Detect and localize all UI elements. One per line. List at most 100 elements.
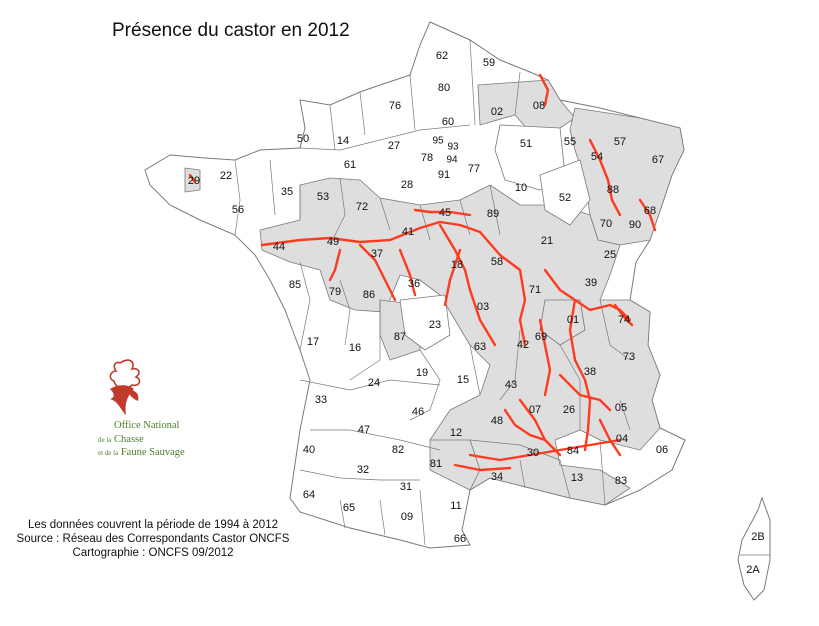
- dep-label: 65: [343, 502, 355, 514]
- dep-label: 68: [644, 205, 656, 217]
- dep-label: 10: [515, 182, 527, 194]
- dep-label: 71: [529, 284, 541, 296]
- dep-label: 26: [563, 404, 575, 416]
- dep-label: 17: [307, 336, 319, 348]
- dep-label: 33: [315, 394, 327, 406]
- dep-label: 47: [358, 424, 370, 436]
- dep-label: 79: [329, 286, 341, 298]
- dep-label: 86: [363, 289, 375, 301]
- dep-label: 08: [533, 100, 545, 112]
- dep-label: 76: [389, 100, 401, 112]
- dep-label: 21: [541, 235, 553, 247]
- dep-label: 46: [412, 406, 424, 418]
- dep-label: 39: [585, 277, 597, 289]
- dep-label: 15: [457, 374, 469, 386]
- dep-label: 67: [652, 154, 664, 166]
- dep-label: 73: [623, 351, 635, 363]
- map-title: Présence du castor en 2012: [112, 20, 350, 41]
- dep-label: 34: [491, 471, 503, 483]
- dep-label: 57: [614, 136, 626, 148]
- dep-label: 50: [297, 133, 309, 145]
- dep-label: 45: [439, 207, 451, 219]
- dep-label: 63: [474, 341, 486, 353]
- absence-regions: [399, 124, 591, 351]
- dep-label: 87: [394, 331, 406, 343]
- dep-label: 19: [416, 367, 428, 379]
- logo-line-3: et de la Faune Sauvage: [98, 447, 185, 458]
- dep-label: 74: [618, 314, 630, 326]
- corsica-outline: [737, 496, 771, 601]
- dep-label: 27: [388, 140, 400, 152]
- dep-label: 90: [629, 219, 641, 231]
- note-cartography: Cartographie : ONCFS 09/2012: [72, 547, 234, 559]
- dep-label: 54: [591, 151, 603, 163]
- dep-label: 93: [447, 142, 459, 153]
- dep-label: 52: [559, 192, 571, 204]
- dep-label: 11: [450, 500, 461, 512]
- dep-label: 16: [349, 342, 361, 354]
- logo-line-2: de la Chasse: [98, 434, 144, 445]
- dep-label: 64: [303, 489, 315, 501]
- dep-label: 36: [408, 278, 420, 290]
- dep-label: 82: [392, 444, 404, 456]
- dep-label: 78: [421, 152, 433, 164]
- dep-label: 05: [615, 402, 627, 414]
- dep-label: 38: [584, 366, 596, 378]
- dep-label: 40: [303, 444, 315, 456]
- dep-label: 70: [600, 218, 612, 230]
- dep-label: 25: [604, 249, 616, 261]
- dep-label: 07: [529, 404, 541, 416]
- dep-label: 89: [487, 208, 499, 220]
- dep-label: 09: [401, 511, 413, 523]
- dep-label: 01: [567, 314, 579, 326]
- dep-label: 02: [491, 106, 503, 118]
- dep-label: 32: [357, 464, 369, 476]
- dep-label: 13: [571, 472, 583, 484]
- dep-label: 80: [438, 82, 450, 94]
- map-notes: Les données couvrent la période de 1994 …: [8, 518, 298, 560]
- dep-label: 12: [450, 427, 462, 439]
- note-period: Les données couvrent la période de 1994 …: [27, 519, 278, 531]
- dep-label: 35: [281, 186, 293, 198]
- dep-label: 69: [535, 331, 547, 343]
- department-borders: [234, 39, 631, 546]
- dep-label: 06: [656, 444, 668, 456]
- dep-label: 62: [436, 50, 448, 62]
- dep-label: 24: [368, 377, 380, 389]
- dep-label: 49: [327, 236, 339, 248]
- dep-label: 55: [564, 136, 576, 148]
- dep-label: 61: [344, 159, 356, 171]
- dep-label: 51: [520, 138, 532, 150]
- dep-label: 72: [356, 201, 368, 213]
- logo-line-2-main: Chasse: [114, 434, 144, 445]
- dep-label: 44: [273, 241, 285, 253]
- dep-label: 60: [442, 116, 454, 128]
- note-source: Source : Réseau des Correspondants Casto…: [16, 533, 290, 545]
- dep-label: 94: [446, 155, 458, 166]
- oncfs-logo: Office National de la Chasse et de la Fa…: [98, 355, 188, 465]
- dep-label: 14: [337, 135, 349, 147]
- beaver-presence-rivers: [188, 73, 657, 472]
- dep-label: 88: [607, 184, 619, 196]
- dep-label: 03: [477, 301, 489, 313]
- dep-label: 56: [232, 204, 244, 216]
- dep-label: 91: [438, 169, 450, 181]
- dep-label: 2A: [746, 564, 760, 576]
- logo-line-3-small: et de la: [98, 449, 119, 457]
- dep-label: 84: [567, 445, 579, 457]
- dep-label: 04: [616, 433, 628, 445]
- dep-label: 31: [400, 481, 412, 493]
- oncfs-emblem-icon: [109, 359, 141, 415]
- logo-line-3-main: Faune Sauvage: [120, 447, 185, 458]
- logo-line-2-small: de la: [98, 436, 112, 444]
- dep-label: 48: [491, 415, 503, 427]
- dep-label: 18: [451, 259, 463, 271]
- dep-label: 30: [527, 447, 539, 459]
- logo-line-1: Office National: [114, 420, 180, 431]
- dep-label: 22: [220, 170, 232, 182]
- dep-label: 42: [517, 339, 529, 351]
- dep-label: 58: [491, 256, 503, 268]
- dep-label: 43: [505, 379, 517, 391]
- dep-label: 23: [429, 319, 441, 331]
